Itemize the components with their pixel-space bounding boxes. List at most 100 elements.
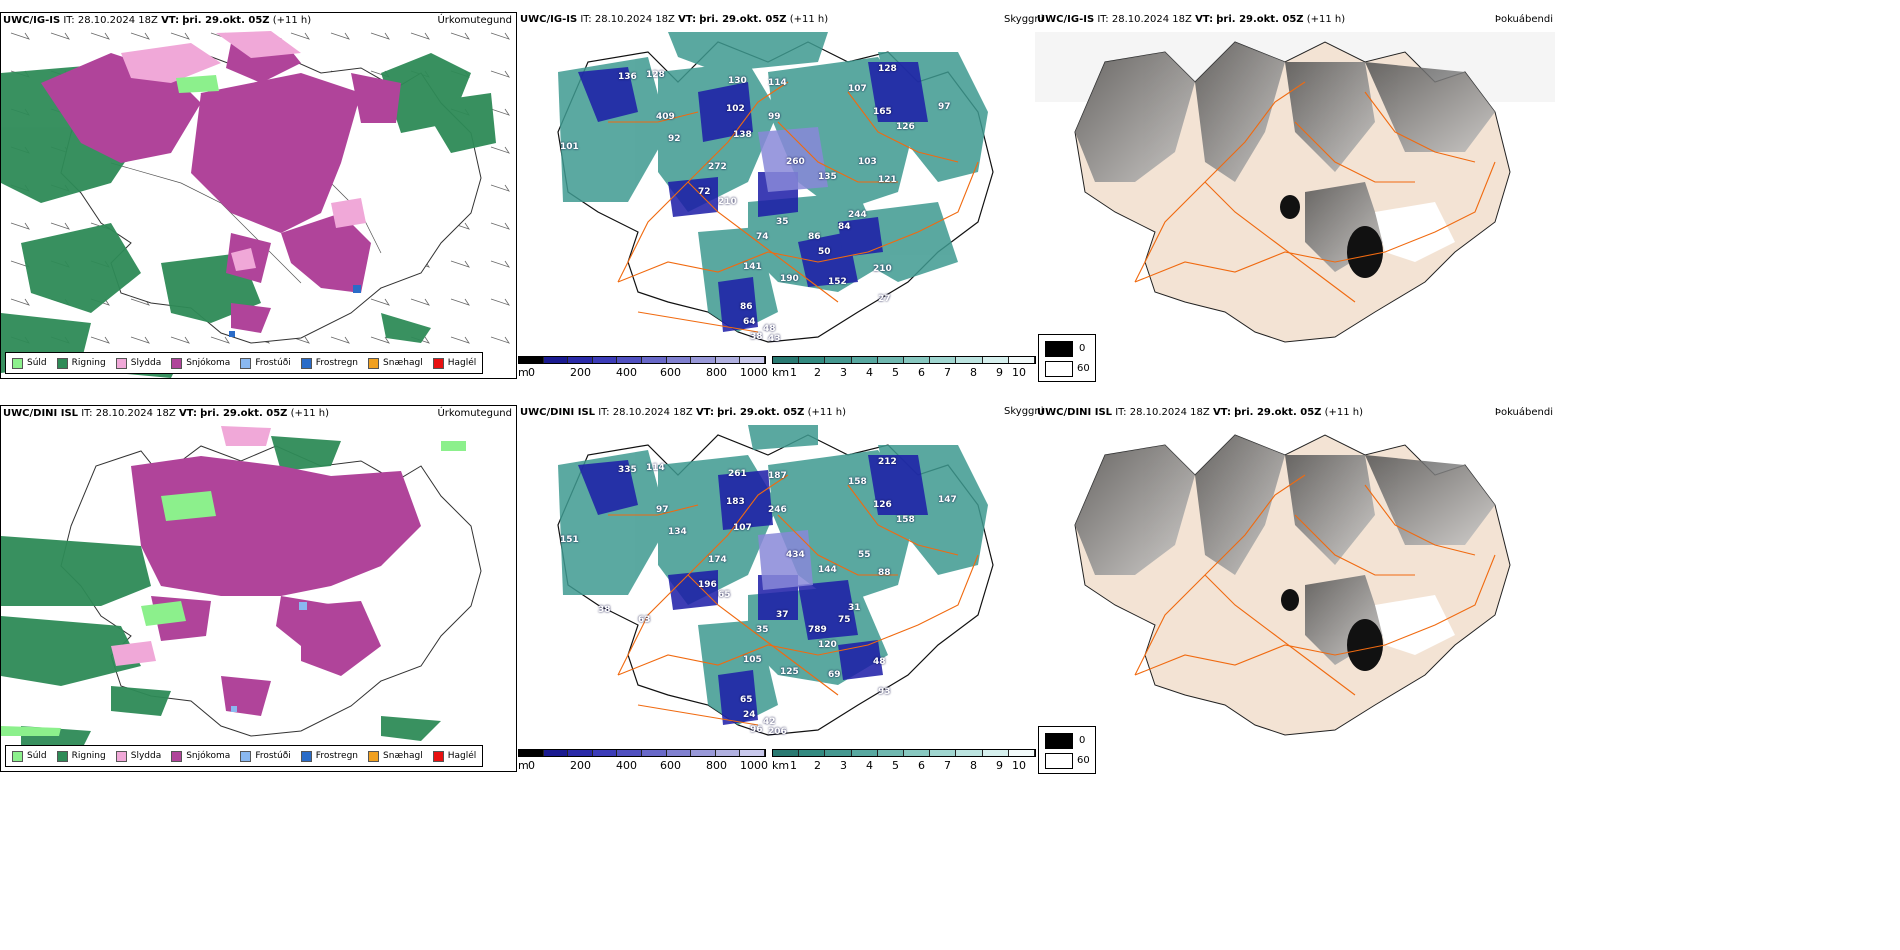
cloud-base-value: 187	[768, 471, 787, 481]
visibility-panel-bottom: UWC/DINI ISL IT: 28.10.2024 18Z VT: þri.…	[518, 405, 1038, 772]
cloud-base-value: 128	[646, 70, 665, 80]
panel-kind-label: Úrkomutegund	[437, 408, 512, 419]
cloud-base-value: 114	[768, 78, 787, 88]
height-unit: m	[518, 366, 529, 379]
legend-item-sleet: Slydda	[115, 750, 161, 762]
cloud-base-value: 136	[618, 72, 637, 82]
cloud-base-value: 206	[768, 727, 787, 737]
cloud-base-value: 144	[818, 565, 837, 575]
fog-panel-bottom: UWC/DINI ISL IT: 28.10.2024 18Z VT: þri.…	[1035, 405, 1555, 745]
panel-title: UWC/DINI ISL IT: 28.10.2024 18Z VT: þri.…	[520, 407, 847, 418]
cloud-base-value: 196	[698, 580, 717, 590]
legend-item-snow-grains: Snæhagl	[368, 750, 423, 762]
cloud-base-value: 43	[768, 334, 781, 344]
cloud-base-value: 101	[560, 142, 579, 152]
cloud-base-value: 272	[708, 162, 727, 172]
cloud-base-value: 210	[873, 264, 892, 274]
cloud-base-value: 69	[828, 670, 841, 680]
cloud-base-value: 158	[896, 515, 915, 525]
legend-item-freezing-rain: Frostregn	[300, 357, 358, 369]
cloud-base-value: 65	[718, 590, 731, 600]
cloud-base-value: 165	[873, 107, 892, 117]
cloud-base-value: 27	[878, 294, 891, 304]
cloud-base-value: 130	[728, 76, 747, 86]
visibility-unit: km	[772, 759, 790, 772]
cloud-base-value: 24	[743, 710, 756, 720]
panel-title: UWC/DINI ISL IT: 28.10.2024 18Z VT: þri.…	[1037, 407, 1364, 418]
cloud-base-value: 64	[743, 317, 756, 327]
cloud-base-value: 63	[638, 615, 651, 625]
cloud-base-value: 97	[938, 102, 951, 112]
cloud-base-value: 102	[726, 104, 745, 114]
sky-label-top: Skyggni	[1004, 14, 1044, 25]
cloud-base-value: 158	[848, 477, 867, 487]
legend-item-drizzle: Súld	[12, 750, 47, 762]
legend-item-freezing-rain: Frostregn	[300, 750, 358, 762]
height-colorbar: m 0 200 400 600 800 1000	[518, 356, 768, 379]
cloud-base-value: 37	[776, 610, 789, 620]
panel-title: UWC/IG-IS IT: 28.10.2024 18Z VT: þri. 29…	[520, 14, 829, 25]
cloud-base-value: 86	[808, 232, 821, 242]
precip-type-panel-top: UWC/IG-IS IT: 28.10.2024 18Z VT: þri. 29…	[0, 12, 517, 379]
cloud-base-value: 72	[698, 187, 711, 197]
cloud-key-bottom: 0 60	[1038, 726, 1096, 774]
height-colorbar: m 0 200 400 600 800 1000	[518, 749, 768, 772]
precip-type-panel-bottom: UWC/DINI ISL IT: 28.10.2024 18Z VT: þri.…	[0, 405, 517, 772]
cloud-base-value: 114	[646, 463, 665, 473]
cloud-base-value: 126	[873, 500, 892, 510]
visibility-map-bottom	[557, 425, 994, 736]
cloud-base-value: 151	[560, 535, 579, 545]
visibility-unit: km	[772, 366, 790, 379]
cloud-base-value: 92	[668, 134, 681, 144]
cloud-base-value: 134	[668, 527, 687, 537]
cloud-base-value: 88	[878, 568, 891, 578]
legend-item-snow-grains: Snæhagl	[368, 357, 423, 369]
panel-title: UWC/DINI ISL IT: 28.10.2024 18Z VT: þri.…	[3, 408, 330, 419]
cloud-base-value: 261	[728, 469, 747, 479]
cloud-base-value: 31	[848, 603, 861, 613]
legend-item-freezing-drizzle: Frostúði	[240, 357, 291, 369]
cloud-base-value: 152	[828, 277, 847, 287]
sky-label-bottom: Skyggni	[1004, 406, 1044, 417]
cloud-base-value: 212	[878, 457, 897, 467]
visibility-colorbar: km 1 2 3 4 5 6 7 8 9 10	[772, 749, 1036, 772]
fog-map-top	[1035, 32, 1555, 343]
cloud-base-value: 121	[878, 175, 897, 185]
cloud-base-value: 50	[818, 247, 831, 257]
precip-type-map-bottom	[1, 426, 482, 751]
panel-kind-label: Þokuábendi	[1494, 14, 1553, 25]
cloud-base-value: 141	[743, 262, 762, 272]
cloud-base-value: 183	[726, 497, 745, 507]
cloud-base-value: 35	[776, 217, 789, 227]
cloud-base-value: 190	[780, 274, 799, 284]
visibility-colorbar: km 1 2 3 4 5 6 7 8 9 10	[772, 356, 1036, 379]
cloud-base-value: 75	[838, 615, 851, 625]
fog-map-bottom	[1074, 434, 1511, 736]
cloud-base-value: 84	[838, 222, 851, 232]
cloud-base-value: 174	[708, 555, 727, 565]
legend-item-hail: Haglél	[432, 750, 476, 762]
cloud-base-value: 86	[740, 302, 753, 312]
cloud-base-value: 35	[756, 625, 769, 635]
panel-title: UWC/IG-IS IT: 28.10.2024 18Z VT: þri. 29…	[3, 15, 312, 26]
legend-item-hail: Haglél	[432, 357, 476, 369]
cloud-base-value: 125	[780, 667, 799, 677]
legend-item-drizzle: Súld	[12, 357, 47, 369]
cloud-base-value: 105	[743, 655, 762, 665]
cloud-key-top: 0 60	[1038, 334, 1096, 382]
cloud-base-value: 103	[858, 157, 877, 167]
cloud-base-value: 128	[878, 64, 897, 74]
cloud-base-value: 138	[733, 130, 752, 140]
legend-item-sleet: Slydda	[115, 357, 161, 369]
cloud-base-value: 38	[598, 605, 611, 615]
cloud-base-value: 409	[656, 112, 675, 122]
precip-type-map-top	[1, 31, 510, 378]
cloud-base-value: 244	[848, 210, 867, 220]
cloud-base-value: 126	[896, 122, 915, 132]
legend-item-freezing-drizzle: Frostúði	[240, 750, 291, 762]
cloud-base-value: 48	[763, 324, 776, 334]
cloud-base-value: 789	[808, 625, 827, 635]
legend-item-rain: Rigning	[56, 357, 106, 369]
cloud-base-value: 107	[848, 84, 867, 94]
road-network	[608, 474, 979, 726]
